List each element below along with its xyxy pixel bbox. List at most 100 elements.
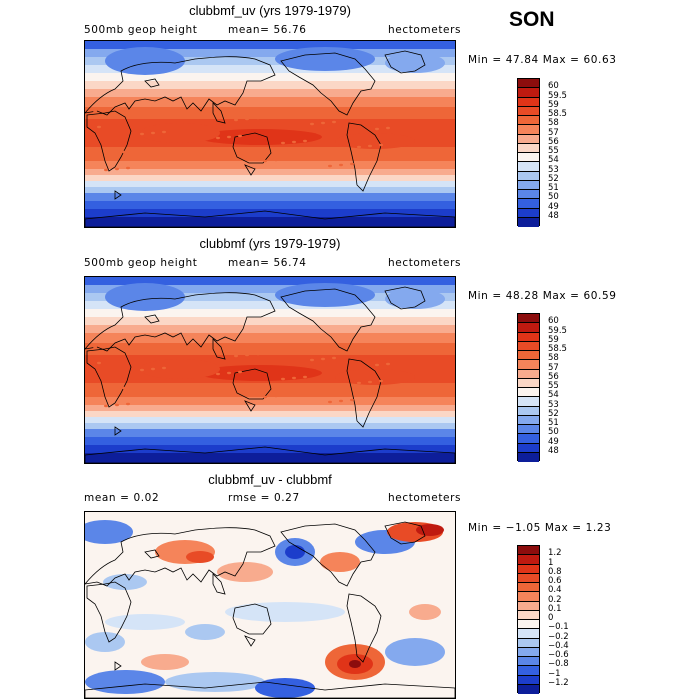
colorbar-swatch <box>518 592 539 602</box>
terrain-speck <box>274 158 278 162</box>
terrain-speck <box>368 144 372 148</box>
contour-band <box>85 285 455 293</box>
contour-band <box>85 453 455 463</box>
colorbar-swatch <box>518 153 539 163</box>
contour-band <box>85 277 455 285</box>
colorbar-label: 54 <box>548 155 559 166</box>
terrain-speck <box>375 363 379 367</box>
terrain-speck <box>151 131 155 135</box>
terrain-speck <box>180 112 184 116</box>
coastline <box>244 400 256 412</box>
terrain-speck <box>357 145 361 149</box>
terrain-speck <box>281 377 285 381</box>
panel3-colorbar <box>517 545 540 694</box>
terrain-speck <box>256 352 260 356</box>
diff-blob <box>320 552 360 572</box>
contour-band <box>85 445 455 453</box>
terrain-speck <box>209 389 213 393</box>
contour-blob <box>275 47 375 71</box>
colorbar-label: 58 <box>548 118 559 129</box>
colorbar-swatch <box>518 217 539 227</box>
terrain-speck <box>303 375 307 379</box>
contour-band <box>85 301 455 309</box>
colorbar-swatch <box>518 452 539 462</box>
coastline <box>346 122 382 192</box>
colorbar-label: 59.5 <box>548 325 567 336</box>
terrain-speck <box>122 386 126 390</box>
colorbar-swatch <box>518 684 539 694</box>
season-label: SON <box>509 8 555 31</box>
contour-band <box>85 343 455 355</box>
colorbar-swatch <box>518 116 539 126</box>
colorbar-label: 58 <box>548 353 559 364</box>
coastline <box>86 346 132 408</box>
contour-band <box>85 65 455 73</box>
contour-band <box>85 201 455 209</box>
diff-blob <box>141 654 189 670</box>
colorbar-swatch <box>518 434 539 444</box>
colorbar-swatch <box>518 97 539 107</box>
coastline <box>85 527 276 587</box>
panel3-map <box>84 511 456 699</box>
contour-band <box>85 397 455 405</box>
terrain-speck <box>379 143 383 147</box>
coastline <box>212 573 226 595</box>
terrain-speck <box>187 155 191 159</box>
colorbar-label: 51 <box>548 418 559 428</box>
colorbar-label: −0.8 <box>548 659 569 670</box>
contour-band <box>85 217 455 227</box>
contour-band <box>85 81 455 89</box>
colorbar-swatch <box>518 162 539 172</box>
terrain-speck <box>104 168 108 172</box>
colorbar-label: 0.6 <box>548 576 562 586</box>
coastline <box>212 338 226 360</box>
colorbar-label: 58.5 <box>548 109 567 119</box>
colorbar-swatch <box>518 341 539 351</box>
colorbar-swatch <box>518 143 539 153</box>
terrain-speck <box>227 135 231 139</box>
panel2-colorbar <box>517 313 540 462</box>
colorbar-label: 52 <box>548 408 559 419</box>
colorbar-swatch <box>518 601 539 611</box>
terrain-speck <box>357 381 361 385</box>
colorbar-swatch <box>518 397 539 407</box>
colorbar-label: 59 <box>548 334 559 345</box>
coastline <box>114 661 122 671</box>
coastline <box>232 603 272 635</box>
contour-band <box>85 423 455 429</box>
terrain-speck <box>227 371 231 375</box>
colorbar-swatch <box>518 323 539 333</box>
terrain-speck <box>379 379 383 383</box>
terrain-speck <box>133 385 137 389</box>
terrain-speck <box>133 149 137 153</box>
terrain-speck <box>332 120 336 124</box>
colorbar-label: 60 <box>548 81 559 92</box>
colorbar-label: 59.5 <box>548 90 567 101</box>
terrain-speck <box>198 390 202 394</box>
terrain-speck <box>368 380 372 384</box>
coastline <box>114 190 122 200</box>
colorbar-swatch <box>518 171 539 181</box>
terrain-speck <box>216 372 220 376</box>
colorbar-swatch <box>518 425 539 435</box>
colorbar-swatch <box>518 180 539 190</box>
coastline <box>232 132 272 164</box>
panel2-mean: mean= 56.74 <box>228 257 307 269</box>
contour-band <box>85 49 455 57</box>
diff-blob <box>416 524 444 536</box>
colorbar-label: 50 <box>548 192 559 203</box>
colorbar-label: −0.1 <box>548 622 569 633</box>
colorbar-label: 0.1 <box>548 603 562 614</box>
colorbar-label: 59 <box>548 99 559 110</box>
panel1-minmax: Min = 47.84 Max = 60.63 <box>468 54 617 66</box>
coastline <box>346 358 382 428</box>
terrain-speck <box>191 347 195 351</box>
contour-band <box>85 175 455 181</box>
contour-blob <box>385 53 445 73</box>
colorbar-label: 53 <box>548 399 559 410</box>
contour-blob <box>275 283 375 307</box>
colorbar-label: 0.8 <box>548 566 562 577</box>
colorbar-label: 48 <box>548 445 559 456</box>
contour-band <box>85 411 455 417</box>
panel2-minmax: Min = 48.28 Max = 60.59 <box>468 290 617 302</box>
